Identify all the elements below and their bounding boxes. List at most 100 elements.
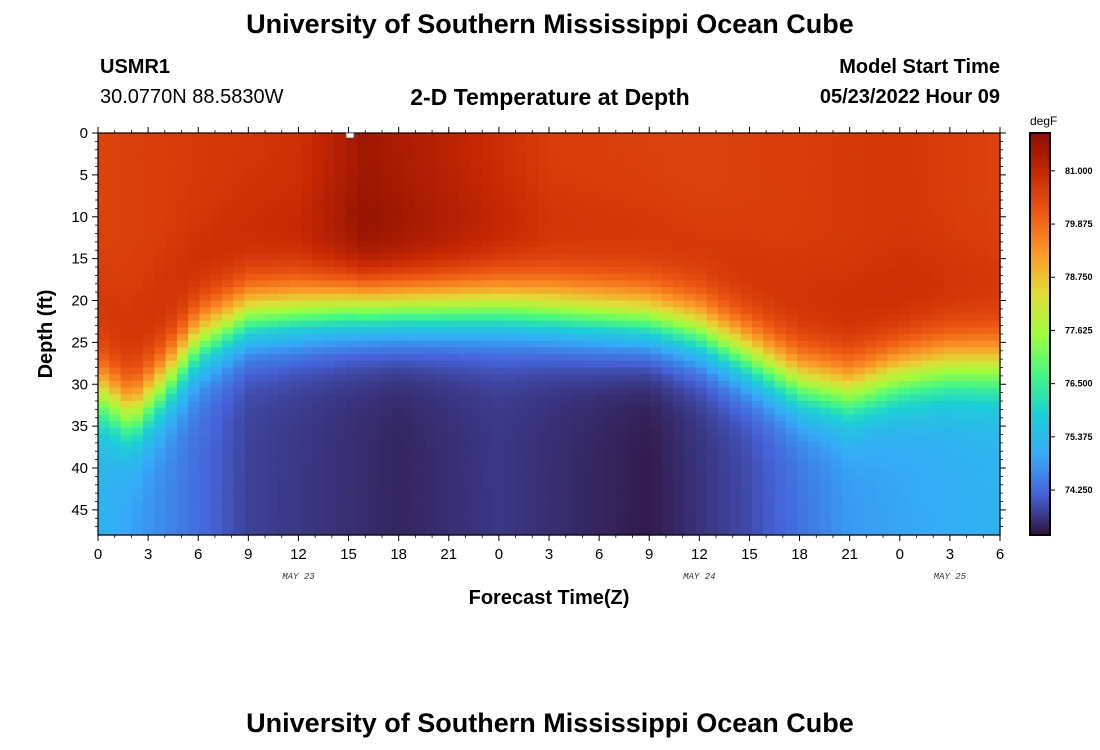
heatmap-cell (560, 267, 573, 275)
heatmap-cell (740, 193, 753, 201)
heatmap-cell (560, 193, 573, 201)
heatmap-cell (120, 360, 133, 369)
heatmap-cell (797, 367, 809, 375)
heatmap-cell (605, 327, 618, 335)
heatmap-cell (109, 179, 122, 188)
heatmap-cell (853, 427, 866, 436)
heatmap-cell (661, 173, 674, 181)
heatmap-cell (954, 407, 967, 415)
heatmap-cell (875, 246, 888, 255)
heatmap-cell (109, 186, 122, 194)
heatmap-cell (977, 206, 990, 214)
heatmap-cell (470, 421, 482, 429)
heatmap-cell (424, 307, 437, 315)
heatmap-cell (797, 327, 809, 335)
heatmap-cell (661, 300, 674, 308)
heatmap-cell (853, 233, 866, 241)
heatmap-cell (143, 193, 155, 201)
heatmap-cell (875, 300, 888, 308)
heatmap-cell (887, 220, 900, 228)
heatmap-cell (120, 447, 133, 456)
heatmap-cell (875, 179, 888, 188)
heatmap-cell (639, 267, 652, 275)
heatmap-cell (334, 133, 347, 141)
heatmap-cell (830, 300, 843, 308)
heatmap-cell (594, 226, 606, 235)
heatmap-cell (143, 340, 155, 348)
heatmap-cell (706, 200, 719, 208)
heatmap-cell (943, 327, 956, 335)
heatmap-cell (932, 233, 945, 241)
heatmap-cell (639, 287, 652, 295)
heatmap-cell (921, 280, 933, 288)
heatmap-cell (740, 427, 753, 436)
heatmap-cell (447, 441, 460, 449)
heatmap-cell (312, 441, 325, 449)
heatmap-cell (785, 488, 798, 496)
heatmap-cell (278, 267, 291, 275)
heatmap-cell (323, 267, 336, 275)
heatmap-cell (222, 387, 234, 395)
heatmap-cell (977, 246, 990, 255)
heatmap-cells (98, 133, 1001, 536)
heatmap-cell (323, 474, 336, 482)
heatmap-cell (515, 474, 528, 482)
heatmap-cell (627, 380, 640, 389)
heatmap-cell (594, 233, 606, 241)
heatmap-cell (503, 528, 516, 536)
heatmap-cell (188, 421, 201, 429)
heatmap-cell (515, 394, 528, 402)
heatmap-cell (875, 434, 888, 442)
heatmap-cell (571, 334, 584, 342)
heatmap-cell (481, 273, 494, 281)
heatmap-cell (977, 307, 990, 315)
heatmap-cell (797, 387, 809, 395)
heatmap-cell (797, 354, 809, 362)
heatmap-cell (932, 387, 945, 395)
heatmap-cell (210, 387, 223, 395)
heatmap-cell (751, 481, 764, 489)
heatmap-cell (830, 146, 843, 154)
heatmap-cell (278, 421, 291, 429)
heatmap-cell (267, 508, 280, 516)
heatmap-cell (650, 434, 663, 442)
heatmap-cell (627, 461, 640, 469)
heatmap-cell (176, 454, 189, 462)
heatmap-cell (932, 173, 945, 181)
heatmap-cell (267, 179, 280, 188)
heatmap-cell (819, 273, 832, 281)
heatmap-cell (357, 327, 370, 335)
heatmap-cell (921, 186, 933, 194)
heatmap-cell (120, 508, 133, 516)
heatmap-cell (774, 354, 787, 362)
heatmap-cell (819, 200, 832, 208)
heatmap-cell (661, 200, 674, 208)
heatmap-cell (673, 514, 685, 523)
heatmap-cell (447, 267, 460, 275)
heatmap-cell (289, 454, 302, 462)
heatmap-cell (334, 461, 347, 469)
heatmap-cell (244, 521, 257, 529)
heatmap-cell (898, 327, 911, 335)
heatmap-cell (188, 488, 201, 496)
heatmap-cell (673, 146, 685, 154)
heatmap-cell (616, 474, 629, 482)
heatmap-cell (774, 206, 787, 214)
heatmap-cell (312, 521, 325, 529)
heatmap-cell (165, 494, 178, 503)
heatmap-cell (537, 253, 550, 261)
heatmap-cell (718, 514, 731, 523)
heatmap-cell (289, 166, 302, 174)
heatmap-cell (458, 159, 471, 168)
heatmap-cell (289, 427, 302, 436)
heatmap-cell (165, 206, 178, 214)
heatmap-cell (988, 474, 1001, 482)
heatmap-cell (898, 280, 911, 288)
heatmap-cell (199, 139, 212, 147)
heatmap-cell (819, 226, 832, 235)
heatmap-cell (357, 320, 370, 328)
heatmap-cell (740, 206, 753, 214)
heatmap-cell (751, 374, 764, 382)
heatmap-cell (267, 139, 280, 147)
heatmap-cell (98, 508, 110, 516)
